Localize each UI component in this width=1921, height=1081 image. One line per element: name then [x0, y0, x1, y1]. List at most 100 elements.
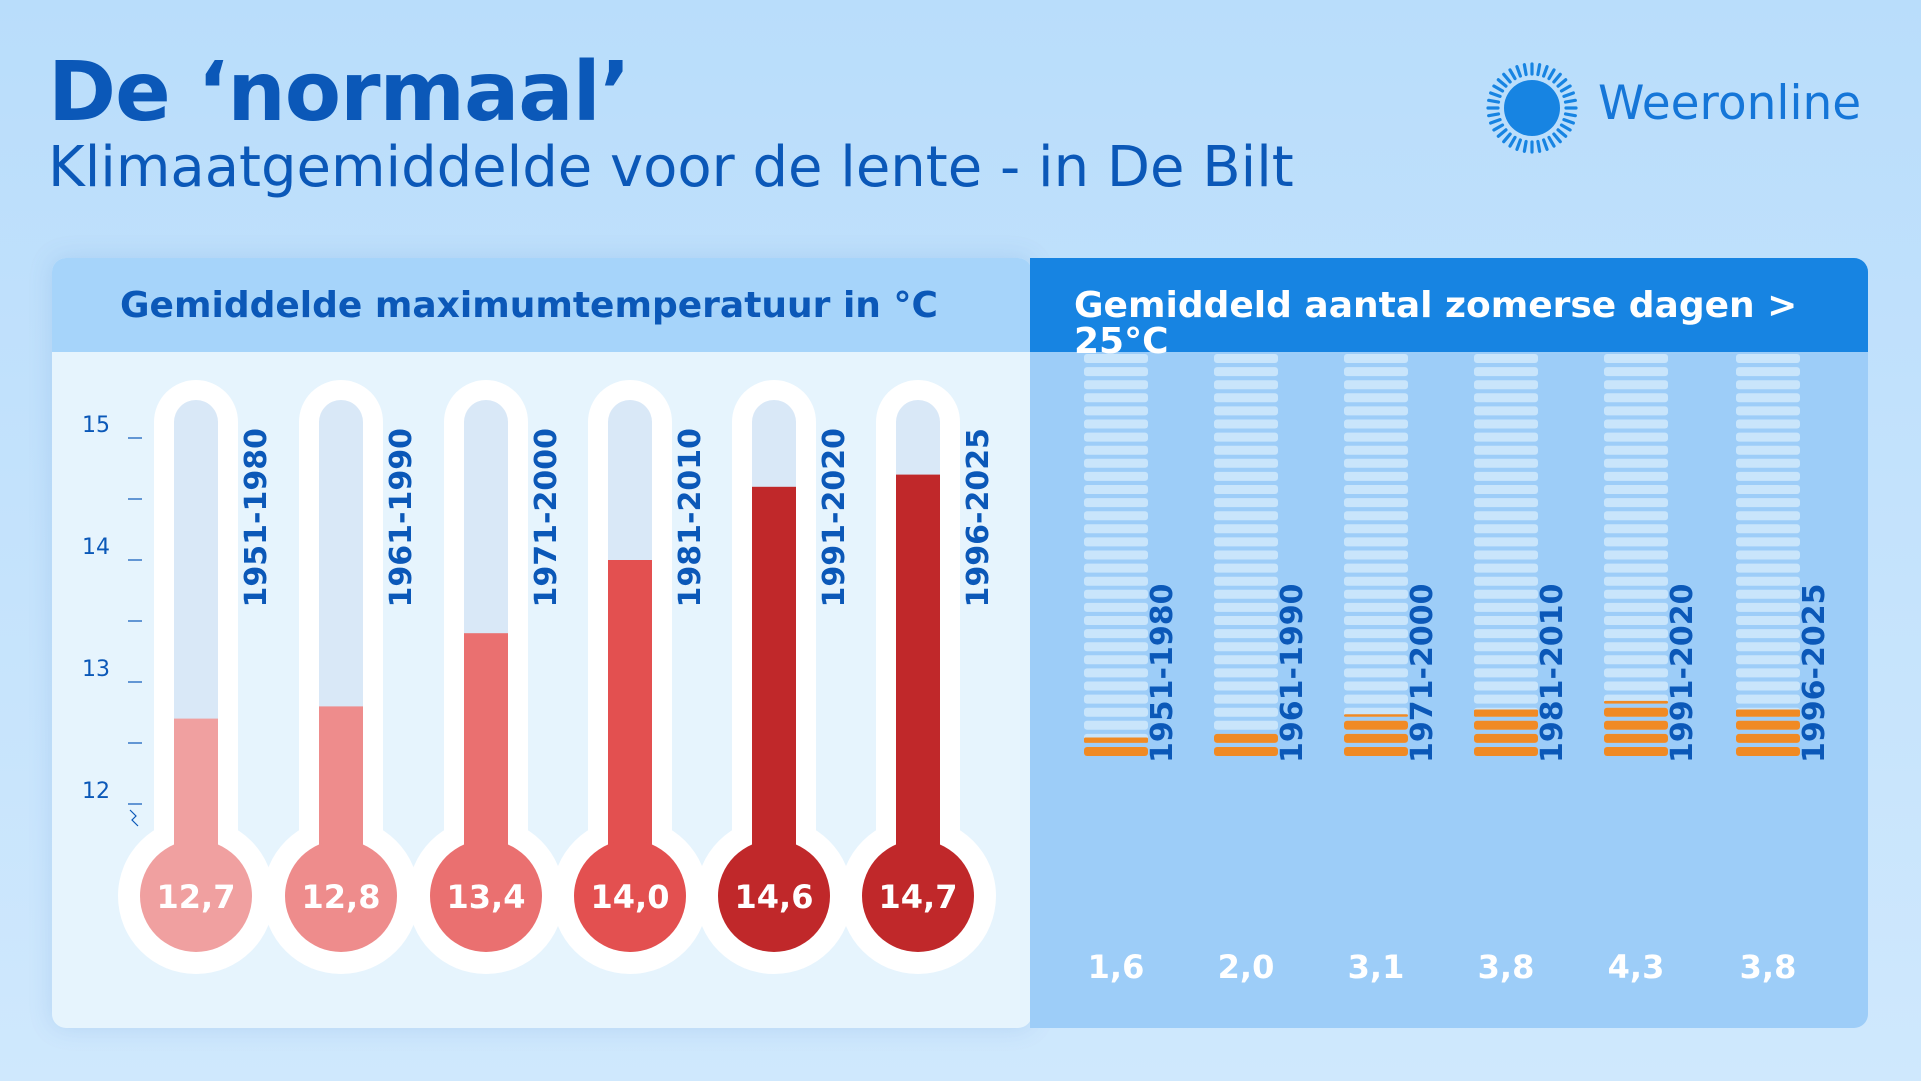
summer-day-partial-bar — [1474, 709, 1538, 717]
day-slot — [1214, 563, 1278, 573]
temperature-bar — [752, 486, 796, 896]
summer-days-title-part1: Gemiddeld aantal — [1074, 285, 1446, 326]
day-slot — [1604, 655, 1668, 665]
thermometer-bulb — [285, 840, 397, 952]
day-slot — [1084, 642, 1148, 652]
day-slot — [1344, 563, 1408, 573]
day-slot — [1604, 367, 1668, 377]
day-slot — [1474, 445, 1538, 455]
day-slot — [1084, 589, 1148, 599]
day-slot — [1344, 576, 1408, 586]
summer-days-ladder: 3,8 1981-2010 — [1474, 354, 1570, 986]
summer-day-bar — [1604, 733, 1668, 743]
day-slot — [1214, 367, 1278, 377]
day-slot — [1604, 616, 1668, 625]
thermometer-bulb — [862, 840, 974, 952]
period-label: 1961-1990 — [1275, 584, 1310, 763]
day-slot — [1604, 498, 1668, 508]
day-slot — [1474, 563, 1538, 573]
day-slot — [1736, 616, 1800, 625]
day-slot — [1604, 642, 1668, 652]
day-slot — [1214, 380, 1278, 390]
day-slot — [1736, 629, 1800, 639]
day-slot — [1084, 511, 1148, 521]
day-slot — [1344, 537, 1408, 547]
period-label: 1996-2025 — [1797, 584, 1832, 763]
day-slot — [1344, 550, 1408, 560]
thermometer: 14,0 1981-2010 — [552, 380, 708, 974]
day-slot — [1604, 668, 1668, 678]
summer-days-title-part3: > 25°C — [1074, 285, 1798, 362]
day-slot — [1344, 629, 1408, 639]
summer-day-bar — [1474, 733, 1538, 743]
summer-days-ladder: 3,8 1996-2025 — [1736, 354, 1832, 986]
thermometer: 13,4 1971-2000 — [408, 380, 564, 974]
temperature-panel: Gemiddelde maximumtemperatuur in °C 12 13… — [52, 258, 1032, 1028]
day-slot — [1604, 589, 1668, 599]
day-slot — [1344, 668, 1408, 678]
day-slot — [1084, 485, 1148, 494]
thermometer-bulb — [574, 840, 686, 952]
day-slot — [1474, 602, 1538, 612]
day-slot — [1344, 380, 1408, 390]
period-label: 1951-1980 — [1145, 584, 1180, 763]
y-tick-label: 15 — [82, 413, 110, 438]
day-slot — [1736, 524, 1800, 534]
day-slot — [1736, 681, 1800, 691]
day-slot — [1474, 681, 1538, 691]
summer-days-chart-title: Gemiddeld aantal zomerse dagen > 25°C — [1074, 288, 1868, 360]
period-label: 1971-2000 — [1405, 584, 1440, 763]
day-slot — [1214, 393, 1278, 403]
temperature-chart-title: Gemiddelde maximumtemperatuur in °C — [120, 285, 938, 326]
day-slot — [1604, 458, 1668, 468]
day-slot — [1214, 524, 1278, 534]
day-slot — [1344, 471, 1408, 481]
temperature-value-label: 14,7 — [879, 878, 958, 916]
day-slot — [1736, 655, 1800, 665]
y-tick-label: 13 — [82, 657, 110, 682]
day-slot — [1604, 563, 1668, 573]
temperature-value-label: 12,7 — [157, 878, 236, 916]
summer-days-ladder: 1,6 1951-1980 — [1084, 354, 1180, 986]
day-slot — [1344, 445, 1408, 455]
day-slot — [1474, 485, 1538, 494]
day-slot — [1736, 642, 1800, 652]
summer-day-bar — [1344, 747, 1408, 756]
day-slot — [1736, 367, 1800, 377]
day-slot — [1084, 629, 1148, 639]
day-slot — [1474, 432, 1538, 442]
summer-days-value-label: 4,3 — [1608, 948, 1665, 986]
summer-day-partial-bar — [1084, 737, 1148, 743]
day-slot — [1474, 471, 1538, 481]
day-slot — [1214, 550, 1278, 560]
day-slot — [1084, 576, 1148, 586]
summer-day-bar — [1474, 747, 1538, 756]
summer-day-partial-bar — [1344, 714, 1408, 717]
day-slot — [1214, 720, 1278, 730]
day-slot — [1084, 524, 1148, 534]
day-slot — [1084, 668, 1148, 678]
day-slot — [1344, 498, 1408, 508]
day-slot — [1214, 681, 1278, 691]
day-slot — [1474, 576, 1538, 586]
day-slot — [1604, 537, 1668, 547]
day-slot — [1736, 354, 1800, 363]
day-slot — [1084, 367, 1148, 377]
day-slot — [1084, 380, 1148, 390]
day-slot — [1214, 707, 1278, 717]
day-slot — [1084, 354, 1148, 363]
summer-day-bar — [1604, 707, 1668, 717]
thermometer: 14,6 1991-2020 — [696, 380, 852, 974]
brand-name: Weeronline — [1598, 76, 1862, 131]
day-slot — [1736, 537, 1800, 547]
day-slot — [1214, 616, 1278, 625]
summer-day-bar — [1084, 747, 1148, 756]
day-slot — [1214, 419, 1278, 429]
day-slot — [1736, 485, 1800, 494]
temperature-value-label: 13,4 — [447, 878, 526, 916]
day-slot — [1474, 354, 1538, 363]
day-slot — [1214, 576, 1278, 586]
day-slot — [1344, 511, 1408, 521]
day-slot — [1084, 720, 1148, 730]
period-label: 1996-2025 — [961, 428, 996, 607]
